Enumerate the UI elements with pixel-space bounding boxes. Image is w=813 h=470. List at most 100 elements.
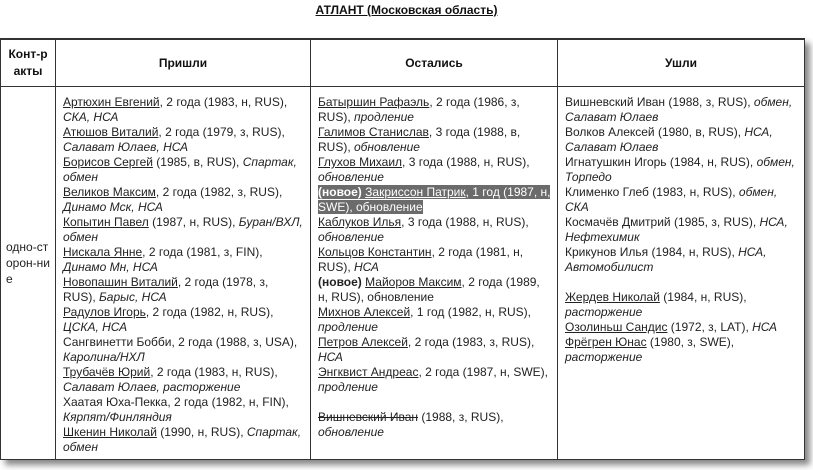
player-link[interactable]: Атюшов Виталий [63,125,159,139]
player-link[interactable]: Галимов Станислав [318,125,429,139]
stayed-list: Батыршин Рафаэль, 2 года (1986, з, RUS),… [311,87,557,444]
player-details: (1984, н, RUS), [666,155,757,169]
player-details: , 2 года (1983, з, RUS), [407,335,535,349]
player-details: , 2 года (1979, з, RUS), [158,125,285,139]
left-list: Вишневский Иван (1988, з, RUS), обмен, С… [558,87,804,369]
player-entry: Атюшов Виталий, 2 года (1979, з, RUS), С… [63,125,304,155]
player-details: , 2 года (1981, з, FIN), [142,245,263,259]
stayed-cell: Батыршин Рафаэль, 2 года (1986, з, RUS),… [310,86,558,460]
player-note: Салават Юлаев, НСА [63,140,189,154]
player-entry: Каблуков Илья, 3 года (1988, н, RUS), об… [318,215,551,245]
player-entry: (новое) Майоров Максим, 2 года (1989, н,… [318,275,551,305]
player-name: Сангвинетти Бобби [63,335,172,349]
header-stayed: Остались [310,38,558,87]
player-details: (1985, з, RUS), [670,215,760,229]
player-note: обновление [354,140,420,154]
player-link[interactable]: Великов Максим [63,185,156,199]
player-link[interactable]: Глухов Михаил [318,155,403,169]
player-details: , 2 года (1982, з, RUS), [155,185,283,199]
player-entry: Радулов Игорь, 2 года (1982, н, RUS), ЦС… [63,305,304,335]
player-note: продление [318,380,378,394]
player-link[interactable]: Петров Алексей [318,335,408,349]
player-entry: Игнатушкин Игорь (1984, н, RUS), обмен, … [565,155,798,185]
player-link[interactable]: Фрёгрен Юнас [565,335,647,349]
player-link[interactable]: Батыршин Рафаэль [318,95,430,109]
player-link[interactable]: Радулов Игорь [63,305,146,319]
player-details: (1983, н, RUS), [648,185,739,199]
page-title[interactable]: АТЛАНТ (Московская область) [315,3,498,17]
player-entry: Новопашин Виталий, 2 года (1978, з, RUS)… [63,275,304,305]
player-note: Кярпят/Финляндия [63,410,172,424]
player-entry: Шкенин Николай (1990, н, RUS), Спартак, … [63,425,304,455]
player-note: обновление [318,170,384,184]
player-name: Волков Алексей [565,125,655,139]
player-details: , 2 года (1983, н, RUS), [159,95,288,109]
player-details: (1988, з, RUS), [665,95,754,109]
player-link[interactable]: Кольцов Константин [318,245,432,259]
spacer [318,395,551,410]
player-link[interactable]: Вишневский Иван [318,410,419,424]
player-entry: Батыршин Рафаэль, 2 года (1986, з, RUS),… [318,95,551,125]
player-details: , 2 года (1982, н, RUS), [145,305,274,319]
player-details: , 2 года (1981, н, RUS), [318,245,524,274]
new-badge: (новое) [318,185,362,199]
player-link[interactable]: Каблуков Илья [318,215,402,229]
player-name: Вишневский Иван [565,95,666,109]
player-link[interactable]: Закриссон Патрик [365,185,466,199]
player-link[interactable]: Шкенин Николай [63,425,157,439]
player-details: (1980, в, RUS), [654,125,745,139]
player-link[interactable]: Борисов Сергей [63,155,153,169]
player-details: , 2 года (1983, н, RUS), [150,365,278,379]
player-note: НСА [752,320,778,334]
player-link[interactable]: Энгквист Андреас [318,365,419,379]
player-entry: Хаатая Юха-Пекка, 2 года (1982, н, FIN),… [63,395,304,425]
player-link[interactable]: Михнов Алексей [318,305,411,319]
player-note: НСА [318,350,343,364]
player-note: продление [318,320,378,334]
player-note: Барыс, НСА [99,290,167,304]
player-details: , 1 год (1987, н, SWE), обновление [318,185,551,214]
new-badge: (новое) [318,275,362,289]
header-contracts-label: Конт-ракты [8,47,48,78]
player-note: обмен, СКА [565,185,778,214]
player-note: НСА, Нефтехимик [565,215,788,244]
player-entry: Глухов Михаил, 3 года (1988, н, RUS), об… [318,155,551,185]
player-note: НСА [354,260,379,274]
player-details: (1984, н, RUS), [648,245,739,259]
player-note: Каролина/НХЛ [63,350,145,364]
player-details: (1980, з, SWE), [646,335,735,349]
row-label-cell: одно-сторон-ние [0,86,56,460]
player-details: , 2 года (1982, н, FIN), [167,395,289,409]
player-details: (1987, н, RUS), [148,215,239,229]
player-link[interactable]: Озолиньш Сандис [565,320,668,334]
player-link[interactable]: Артюхин Евгений [63,95,160,109]
player-entry: Крикунов Илья (1984, н, RUS), НСА, Автом… [565,245,798,275]
player-note: расторжение [565,305,643,319]
row-label: одно-сторон-ние [6,240,50,286]
player-entry: Клименко Глеб (1983, н, RUS), обмен, СКА [565,185,798,215]
player-details: , 2 года (1978, з, RUS), [63,275,269,304]
player-details: (1990, н, RUS), [156,425,247,439]
player-note: Динамо Мн, НСА [63,260,158,274]
player-link[interactable]: Нискала Янне [63,245,143,259]
player-entry: (новое) Закриссон Патрик, 1 год (1987, н… [318,185,551,215]
player-note: обновление [318,425,384,439]
player-entry: Великов Максим, 2 года (1982, з, RUS), Д… [63,185,304,215]
header-row: Конт-ракты Пришли Остались Ушли [0,38,805,87]
player-link[interactable]: Жердев Николай [565,290,660,304]
player-note: расторжение [565,350,643,364]
player-details: (1984, н, RUS), [659,290,747,304]
header-came: Пришли [55,38,311,87]
player-link[interactable]: Новопашин Виталий [63,275,178,289]
player-note: продление [354,110,414,124]
player-link[interactable]: Копытин Павел [63,215,149,229]
player-note: НСА, Салават Юлаев [565,125,773,154]
player-note: Салават Юлаев, расторжение [63,380,241,394]
player-link[interactable]: Майоров Максим [365,275,462,289]
player-name: Космачёв Дмитрий [565,215,671,229]
player-name: Клименко Глеб [565,185,649,199]
player-note: обмен, Салават Юлаев [565,95,793,124]
player-entry: Борисов Сергей (1985, в, RUS), Спартак, … [63,155,304,185]
player-link[interactable]: Трубачёв Юрий [63,365,151,379]
player-note: СКА, НСА [63,110,119,124]
